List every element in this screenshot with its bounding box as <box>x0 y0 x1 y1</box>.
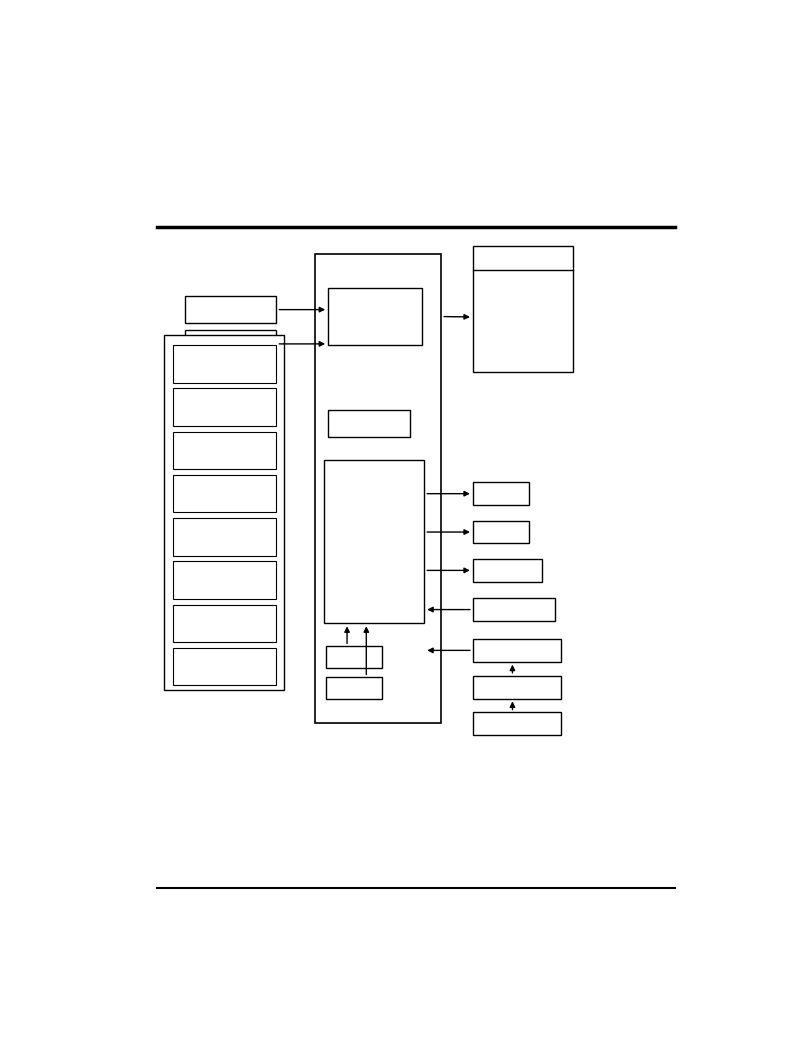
Bar <box>173 562 276 599</box>
Bar <box>324 460 424 623</box>
Bar <box>325 677 382 699</box>
Bar <box>472 559 542 582</box>
Bar <box>185 296 276 323</box>
Bar <box>472 482 529 506</box>
Bar <box>472 675 560 699</box>
Bar <box>328 288 422 346</box>
Bar <box>472 598 554 621</box>
Bar <box>315 253 441 723</box>
Bar <box>173 388 276 426</box>
Bar <box>325 647 382 668</box>
Bar <box>173 346 276 383</box>
Bar <box>472 712 560 736</box>
Bar <box>472 520 529 544</box>
Bar <box>472 246 573 372</box>
Bar <box>173 475 276 512</box>
Bar <box>328 410 410 438</box>
Bar <box>173 431 276 470</box>
Bar <box>173 648 276 686</box>
Bar <box>472 639 560 661</box>
Bar <box>164 335 284 690</box>
Bar <box>185 331 276 357</box>
Bar <box>173 518 276 555</box>
Bar <box>173 604 276 642</box>
